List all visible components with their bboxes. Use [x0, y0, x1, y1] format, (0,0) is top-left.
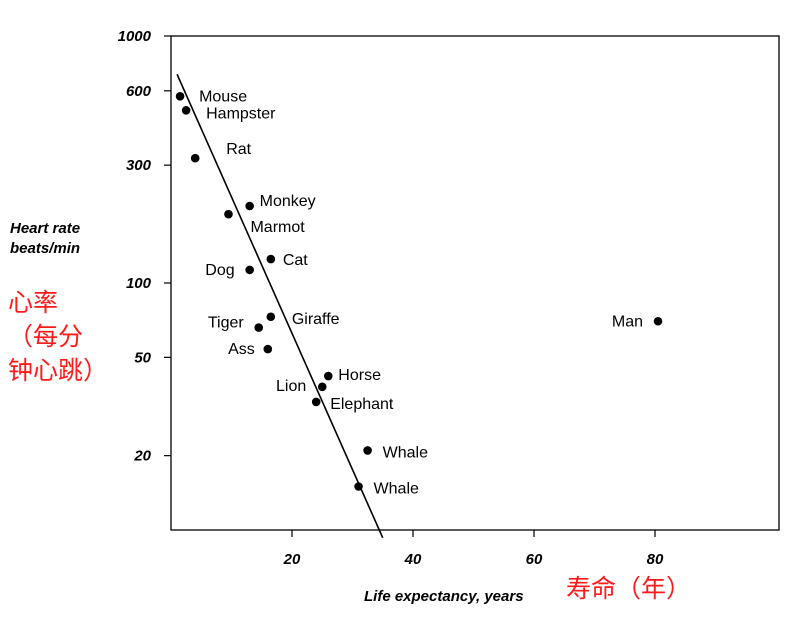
data-point [317, 382, 327, 392]
x-tick-label: 20 [283, 551, 301, 568]
y-chinese-line-1: 心率 [8, 288, 59, 317]
x-axis-title: Life expectancy, years [364, 588, 524, 605]
data-point [263, 344, 273, 354]
y-tick-label: 1000 [118, 28, 152, 45]
data-point-label: Dog [205, 262, 234, 279]
x-axis-ticks: 20 40 60 80 [283, 530, 664, 568]
data-point [254, 323, 264, 332]
data-point-label: Whale [383, 444, 428, 461]
x-tick-label: 80 [647, 551, 664, 568]
y-tick-label: 50 [134, 349, 151, 366]
data-point-label: Ass [228, 341, 255, 358]
data-point [245, 201, 254, 211]
y-chinese-line-3: 钟心跳） [8, 355, 109, 385]
data-point-label: Monkey [260, 193, 316, 210]
x-axis-chinese-annotation: 寿命（年） [566, 574, 692, 603]
data-point-label: Hampster [206, 105, 276, 122]
data-point-label: Cat [283, 252, 308, 269]
data-point [324, 371, 333, 381]
data-point [245, 265, 254, 275]
data-point-label: Rat [226, 141, 251, 158]
data-point-label: Tiger [208, 315, 245, 332]
y-axis-chinese-annotation: 心率 （每分 钟心跳） [8, 286, 108, 387]
data-point [190, 153, 200, 163]
y-axis-title-line-1: Heart rate [10, 220, 80, 237]
data-point [266, 254, 276, 264]
data-point [175, 91, 185, 101]
x-tick-label: 60 [526, 551, 543, 568]
y-tick-label: 600 [126, 83, 152, 100]
data-point-label: Horse [338, 367, 381, 384]
x-tick-label: 40 [404, 551, 422, 568]
data-point [181, 106, 191, 115]
data-point [266, 312, 276, 322]
data-point-label: Man [612, 313, 643, 330]
data-point-label: Giraffe [292, 311, 340, 328]
data-point [354, 482, 363, 491]
data-point-label: Mouse [199, 88, 247, 105]
data-point [653, 316, 663, 326]
y-axis-title-line-2: beats/min [10, 240, 80, 257]
data-point [311, 397, 321, 407]
data-point [363, 446, 372, 455]
trend-line [176, 73, 384, 539]
y-chinese-line-2: （每分 [8, 321, 84, 351]
y-tick-label: 20 [133, 448, 151, 465]
y-axis-ticks: 20 50 100 300 600 1000 [118, 28, 171, 465]
data-point-label: Elephant [330, 396, 394, 413]
y-tick-label: 100 [126, 275, 152, 292]
data-point-label: Whale [374, 481, 419, 498]
data-point [224, 209, 233, 219]
data-point-label: Marmot [250, 219, 305, 236]
y-tick-label: 300 [126, 157, 152, 174]
data-point-label: Lion [276, 378, 306, 395]
